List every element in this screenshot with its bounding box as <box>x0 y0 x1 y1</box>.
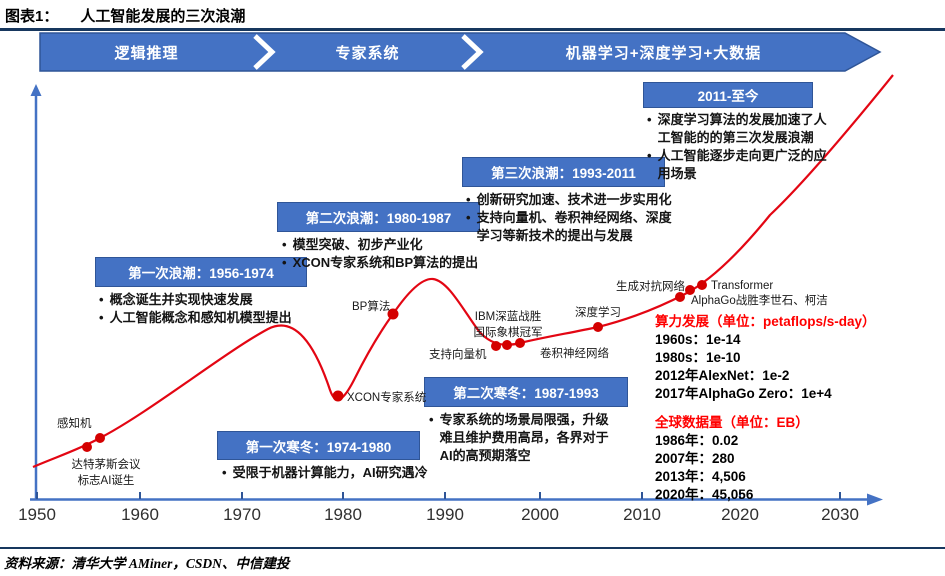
bullet-text: 深度学习算法的发展加速了人工智能的的第三次发展浪潮 <box>657 112 827 145</box>
bullet-text: 创新研究加速、技术进一步实用化 <box>476 192 672 207</box>
milestone-dot <box>675 292 685 302</box>
winter1-bullets: • 受限于机器计算能力，AI研究遇冷 <box>220 464 450 482</box>
x-axis-arrowhead-icon <box>867 493 883 506</box>
year-tick-label: 2020 <box>721 505 759 524</box>
banner-chevron-1 <box>253 34 276 70</box>
data-stat-line: 2013年：4,506 <box>655 468 746 484</box>
wave2-title-box: 第二次浪潮：1980-1987 <box>277 202 480 232</box>
bullet-text: 受限于机器计算能力，AI研究遇冷 <box>232 465 428 480</box>
year-tick-label: 1970 <box>223 505 261 524</box>
data-stats-header: 全球数据量（单位：EB） <box>655 414 809 430</box>
winter1-title-box: 第一次寒冬：1974-1980 <box>217 431 420 460</box>
year-tick-label: 1990 <box>426 505 464 524</box>
bullet-icon: • <box>99 292 104 307</box>
bullet-text: 模型突破、初步产业化 <box>292 237 423 252</box>
winter2-bullets: • 专家系统的场景局限强，升级难且维护费用高昂，各界对于AI的高预期落空 <box>427 411 627 465</box>
milestone-dot <box>387 308 399 320</box>
compute-stats-header: 算力发展（单位：petaflops/s-day） <box>655 314 876 329</box>
banner-arrow-shape <box>39 32 882 72</box>
wave3-title-box: 第三次浪潮：1993-2011 <box>462 157 665 187</box>
data-stat-line: 1986年：0.02 <box>655 432 739 448</box>
compute-stat-line: 2017年AlphaGo Zero：1e+4 <box>655 385 832 401</box>
bullet-icon: • <box>429 412 434 427</box>
figure-title-text: 人工智能发展的三次浪潮 <box>80 8 246 25</box>
data-stat-line: 2020年：45,056 <box>655 486 754 502</box>
top-rule <box>0 28 945 31</box>
wave2-bullets: • 模型突破、初步产业化 • XCON专家系统和BP算法的提出 <box>280 236 505 272</box>
y-axis-arrowhead-icon <box>30 84 42 96</box>
milestone-dot <box>502 340 512 350</box>
bullet-text: 概念诞生并实现快速发展 <box>109 292 253 307</box>
x-axis-ticks <box>36 492 841 499</box>
milestone-dot <box>82 442 92 452</box>
wave1-title-box: 第一次浪潮：1956-1974 <box>95 257 307 287</box>
year-tick-label: 2010 <box>623 505 661 524</box>
wave3-bullets: • 创新研究加速、技术进一步实用化 • 支持向量机、卷积神经网络、深度学习等新技术的… <box>464 191 686 245</box>
milestone-label-dartmouth: 达特茅斯会议 标志AI诞生 <box>71 459 141 487</box>
year-tick-label: 2030 <box>821 505 859 524</box>
bullet-icon: • <box>222 465 227 480</box>
year-tick-label: 1950 <box>18 505 56 524</box>
bullet-icon: • <box>282 237 287 252</box>
winter2-title-box: 第二次寒冬：1987-1993 <box>424 377 628 407</box>
milestone-dot <box>95 433 105 443</box>
bullet-icon: • <box>466 192 471 207</box>
bullet-icon: • <box>466 209 471 225</box>
ai-wave-curve <box>32 74 894 469</box>
milestone-label-gan: 生成对抗网络 <box>616 281 685 293</box>
milestone-label-deeplearning: 深度学习 <box>575 307 621 319</box>
bullet-text: XCON专家系统和BP算法的提出 <box>292 254 479 270</box>
era2011-title-box: 2011-至今 <box>643 82 813 108</box>
source-note: 资料来源：清华大学 AMiner，CSDN、中信建投 <box>4 556 290 571</box>
banner-chevron-2 <box>461 34 484 70</box>
bottom-rule <box>0 547 945 549</box>
milestone-dot <box>697 280 707 290</box>
milestone-label-perceptron: 感知机 <box>57 418 92 430</box>
figure-title: 图表1： 人工智能发展的三次浪潮 <box>5 5 245 26</box>
wave1-bullets: • 概念诞生并实现快速发展 • 人工智能概念和感知机模型提出 <box>97 291 327 327</box>
milestone-label-deepblue: IBM深蓝战胜 国际象棋冠军 <box>473 311 543 339</box>
milestone-label-bp: BP算法 <box>352 301 391 313</box>
bullet-text: 专家系统的场景局限强，升级难且维护费用高昂，各界对于AI的高预期落空 <box>439 412 609 463</box>
stats-block: 算力发展（单位：petaflops/s-day） 1960s：1e-14 198… <box>655 313 876 504</box>
milestone-label-xcon: XCON专家系统 <box>347 392 427 404</box>
milestone-dot <box>685 285 695 295</box>
milestone-dots <box>82 280 707 452</box>
milestone-dot <box>515 338 525 348</box>
banner-segment-ml: 机器学习+深度学习+大数据 <box>565 44 762 62</box>
milestone-label-transformer: Transformer <box>711 280 774 292</box>
bullet-icon: • <box>282 254 287 270</box>
banner-segment-expert: 专家系统 <box>335 44 400 62</box>
bullet-icon: • <box>99 309 104 325</box>
bullet-text: 人工智能逐步走向更广泛的应用场景 <box>657 147 827 181</box>
milestone-dot <box>491 341 501 351</box>
milestone-label-alphago: AlphaGo战胜李世石、柯洁 <box>691 295 828 307</box>
compute-stat-line: 1980s：1e-10 <box>655 349 741 365</box>
milestone-dot <box>332 390 344 402</box>
figure-number: 图表1： <box>5 8 59 25</box>
milestone-label-cnn: 卷积神经网络 <box>540 348 609 360</box>
bullet-icon: • <box>647 112 652 127</box>
year-tick-label: 2000 <box>521 505 559 524</box>
bullet-text: 支持向量机、卷积神经网络、深度学习等新技术的提出与发展 <box>476 209 672 243</box>
compute-stat-line: 2012年AlexNet：1e-2 <box>655 367 790 383</box>
year-tick-label: 1960 <box>121 505 159 524</box>
bullet-icon: • <box>647 147 652 163</box>
era2011-bullets: • 深度学习算法的发展加速了人工智能的的第三次发展浪潮 • 人工智能逐步走向更广泛的… <box>645 111 850 183</box>
data-stat-line: 2007年：280 <box>655 450 735 466</box>
milestone-dot <box>593 322 603 332</box>
year-tick-label: 1980 <box>324 505 362 524</box>
bullet-text: 人工智能概念和感知机模型提出 <box>109 309 292 325</box>
compute-stat-line: 1960s：1e-14 <box>655 331 741 347</box>
banner-segment-logic: 逻辑推理 <box>114 44 179 62</box>
milestone-label-svm: 支持向量机 <box>429 349 487 361</box>
